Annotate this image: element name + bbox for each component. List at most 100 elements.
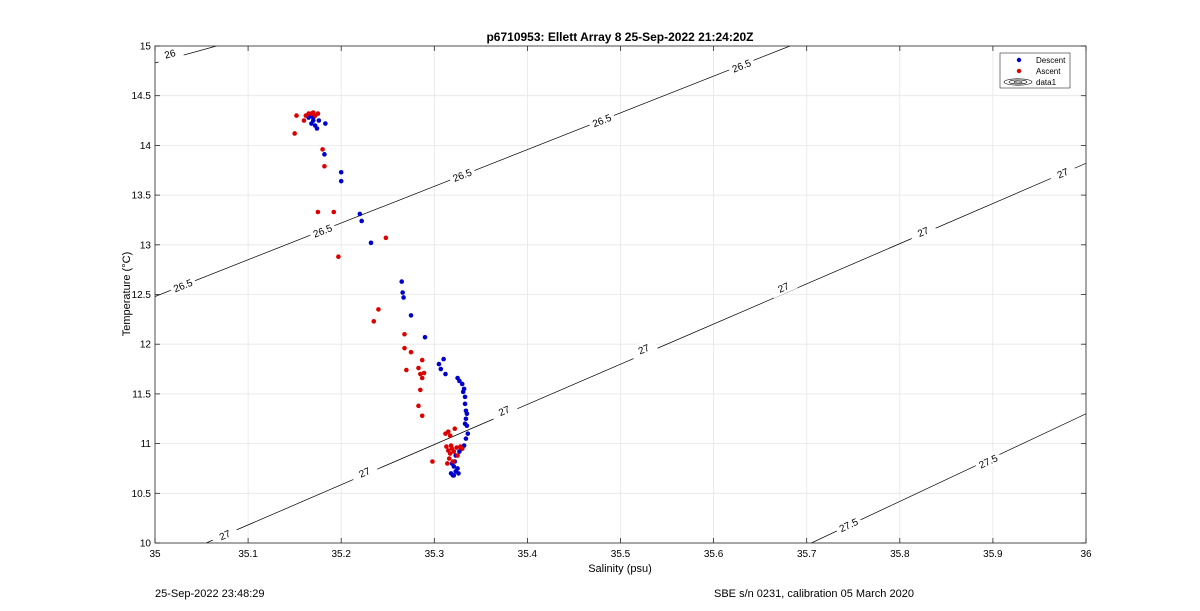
x-tick-label: 35.4 [518,549,538,560]
descent-point [408,313,414,318]
ascent-point [445,429,451,434]
chart-title: p6710953: Ellett Array 8 25-Sep-2022 21:… [486,30,753,44]
legend: Descent Ascent data1 [999,52,1071,89]
ascent-point [315,111,321,116]
contour-label-bg [349,460,379,484]
x-axis-ticks: 35 35.1 35.2 35.3 35.4 35.5 35.6 35.7 35.8 35.9 36 [149,46,1092,560]
contour-label-27: 27 [358,466,373,481]
ascent-point [459,446,465,451]
ascent-point [322,163,327,169]
descent-point [309,121,314,126]
legend-data1-label: data1 [1036,78,1057,87]
ascent-point [416,403,421,409]
ascent-point [418,387,423,393]
descent-point [462,394,468,400]
descent-point [436,361,442,367]
y-tick-label: 12 [140,340,152,351]
x-tick-label: 35.1 [238,549,258,560]
descent-point [359,218,364,224]
footer-sensor-info: SBE s/n 0231, calibration 05 March 2020 [714,588,914,600]
ascent-point [446,456,452,461]
y-axis-label: Temperature (°C) [121,252,133,336]
contour-label-27: 27 [1056,167,1071,182]
ascent-point [455,453,460,458]
ascent-point [430,459,435,464]
contour-label-bg [833,513,863,537]
legend-descent-marker [1016,57,1022,63]
ascent-point [448,443,454,448]
legend-descent-label: Descent [1036,56,1066,65]
descent-point [338,178,344,184]
ascent-point [445,461,450,466]
legend-ascent-marker [1016,68,1022,74]
contour-label-27: 27 [916,225,931,240]
descent-point [438,366,444,372]
y-tick-label: 15 [140,42,152,53]
contour-label-bg [155,43,185,64]
ascent-point [419,375,425,381]
x-tick-label: 35.8 [890,549,910,560]
ascent-point [315,209,321,215]
x-tick-label: 35.3 [425,549,445,560]
contour-label-bg [629,337,659,360]
ascent-point [418,371,423,377]
x-tick-label: 35.7 [797,549,817,560]
grid-lines [154,45,1087,544]
ascent-point [331,209,337,215]
ascent-point [383,235,389,241]
contour-label-bg [489,399,519,422]
descent-point [463,416,469,422]
x-tick-label: 35.2 [331,549,351,560]
legend-box [999,52,1071,89]
descent-point [443,371,448,377]
descent-point [463,436,469,441]
ascent-point [294,113,299,118]
x-tick-label: 35.9 [983,549,1003,560]
contour-label-bg [168,274,198,296]
legend-ascent-label: Ascent [1036,67,1061,76]
descent-point [464,411,470,417]
descent-point [461,386,467,392]
ascent-point [408,349,414,355]
descent-point [455,466,460,471]
ascent-point [450,459,456,464]
contour-label-bg [587,109,617,131]
ascent-point [452,426,458,431]
descent-point [450,473,456,478]
descent-point [465,431,471,436]
descent-point [441,356,446,362]
contour-label-bg [908,220,938,243]
ascent-point [444,444,449,449]
ascent-point [416,365,421,371]
ascent-point [454,445,459,450]
ascent-point [376,307,381,312]
ascent-point [402,345,407,351]
series-descent [306,113,471,478]
y-tick-label: 10 [140,539,152,550]
contour-label-27: 27 [637,343,652,358]
descent-point [457,378,462,384]
y-tick-label: 11 [141,439,152,450]
descent-point [368,240,374,246]
descent-point [401,295,406,300]
descent-point [316,118,322,123]
ascent-point [421,370,427,376]
ascent-point [336,254,341,260]
descent-point [459,381,465,387]
descent-point [323,121,328,126]
series-ascent [292,110,465,466]
x-tick-label: 35 [149,549,161,560]
contour-label-27: 27 [777,281,792,296]
descent-point [314,126,320,131]
x-tick-label: 36 [1080,549,1092,560]
descent-point [357,211,363,217]
contour-label-bg [973,449,1003,473]
contour-label-26: 26 [163,48,177,62]
y-tick-label: 13 [140,240,152,251]
descent-point [422,334,428,340]
ascent-point [447,433,453,438]
density-contours: 2626.526.526.526.526.52727272727272727.5… [155,43,1086,546]
contour-label-bg [210,523,240,546]
descent-point [338,169,344,175]
